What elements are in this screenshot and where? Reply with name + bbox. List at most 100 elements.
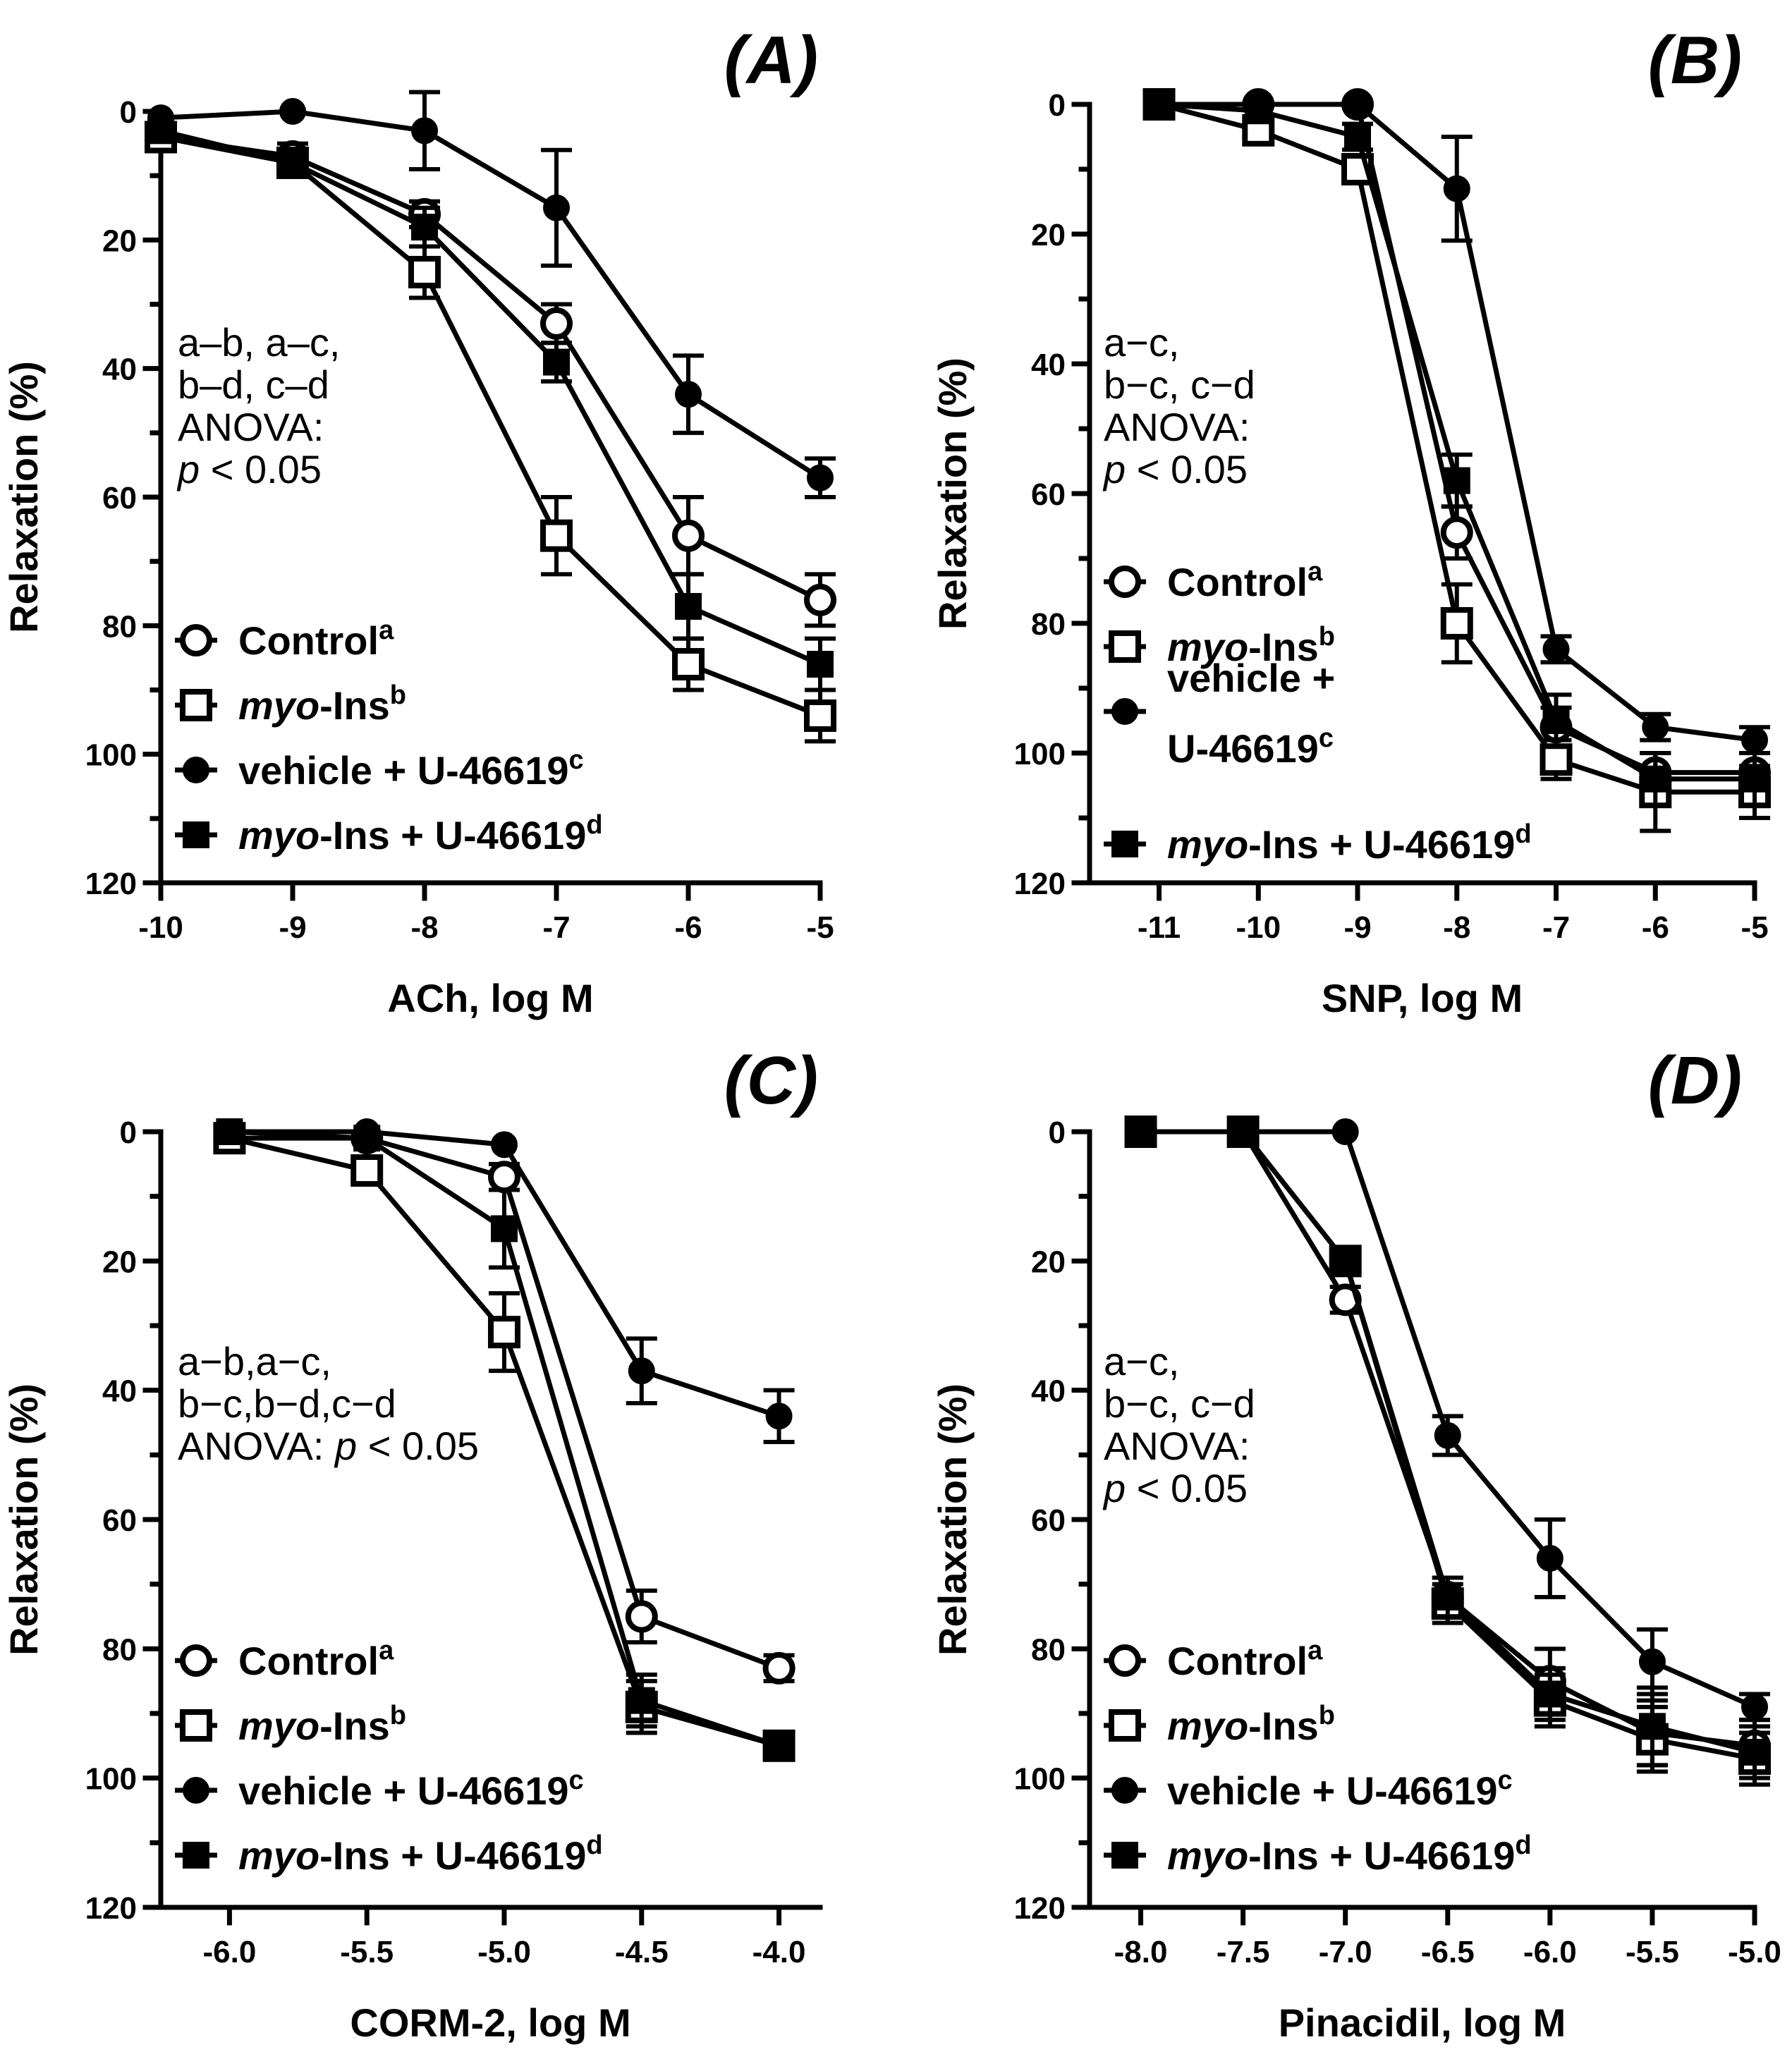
x-axis-title: ACh, log M: [387, 976, 593, 1020]
x-tick-label: -5: [806, 910, 834, 945]
x-tick-label: -7: [1542, 910, 1570, 945]
legend-item-vehicle-u46619: vehicle + U-46619c: [1104, 656, 1335, 771]
legend-marker: [1109, 566, 1141, 598]
data-point: [765, 1402, 793, 1430]
x-tick-label: -9: [1343, 910, 1371, 945]
stats-annotation: a–b, a–c, b–d, c–d ANOVA: p < 0.05: [176, 320, 340, 491]
x-tick-label: -7.0: [1319, 1935, 1372, 1969]
data-point: [765, 1732, 793, 1759]
y-tick-label: 0: [120, 95, 137, 130]
y-tick-label: 0: [120, 1115, 137, 1150]
data-point: [1145, 91, 1173, 118]
legend: Controla myo-Insb vehicle + U-46619c myo-In…: [1104, 1636, 1532, 1878]
panel-letter: (D): [1648, 1043, 1742, 1118]
data-point: [1741, 1739, 1768, 1766]
y-tick-label: 0: [1049, 1115, 1066, 1150]
x-axis-title: SNP, log M: [1322, 976, 1523, 1020]
data-point: [628, 1357, 655, 1385]
legend-item-myo-ins: myo-Insb: [1104, 622, 1335, 669]
x-tick-label: -8.0: [1114, 1935, 1168, 1969]
series-line-control: [160, 135, 822, 603]
x-tick-label: -4.5: [615, 1935, 669, 1969]
legend-marker: [183, 757, 209, 783]
legend-marker: [1111, 1777, 1138, 1804]
data-point: [1638, 1713, 1666, 1740]
data-point: [807, 464, 834, 491]
y-tick-label: 120: [85, 1891, 137, 1926]
legend-label: vehicle + U-46619c: [1167, 656, 1335, 771]
x-tick-label: -9: [279, 910, 306, 945]
legend-item-myo-ins-u46619: myo-Ins + U-46619d: [1104, 1830, 1532, 1878]
legend-label: myo-Ins + U-46619d: [1167, 1830, 1532, 1878]
x-tick-label: -6: [674, 910, 702, 945]
panel-letter: (A): [724, 23, 818, 98]
data-point: [1127, 1118, 1154, 1145]
stats-annotation: a−c, b−c, c−d ANOVA: p < 0.05: [1102, 1339, 1255, 1510]
legend-item-myo-ins: myo-Insb: [175, 1701, 406, 1748]
x-tick-label: -8: [410, 910, 438, 945]
legend-label: myo-Ins + U-46619d: [238, 810, 603, 857]
data-point: [1536, 1545, 1564, 1572]
data-point: [411, 214, 438, 241]
legend-marker: [183, 1842, 209, 1869]
legend-marker: [180, 689, 212, 721]
y-tick-label: 20: [102, 224, 137, 258]
data-point: [543, 194, 570, 221]
y-tick-label: 60: [1031, 1503, 1066, 1538]
legend-item-myo-ins-u46619: myo-Ins + U-46619d: [1104, 819, 1532, 867]
legend-label: Controla: [1167, 557, 1323, 604]
series-line-myo-ins-u46619: [160, 128, 822, 667]
y-tick-label: 40: [1031, 348, 1066, 382]
data-point: [487, 1161, 520, 1194]
data-point: [1741, 1693, 1768, 1720]
legend-item-control: Controla: [1104, 557, 1323, 604]
data-point: [1434, 1584, 1461, 1610]
data-point: [543, 348, 570, 376]
x-tick-label: -6.5: [1421, 1935, 1475, 1969]
legend-marker: [1111, 698, 1138, 725]
data-point: [1741, 726, 1768, 754]
data-point: [1443, 467, 1470, 494]
legend-item-myo-ins: myo-Insb: [1104, 1701, 1335, 1748]
data-point: [490, 1131, 518, 1159]
series-vehicle-u46619: [147, 90, 836, 499]
data-point: [762, 1651, 796, 1685]
y-tick-label: 20: [102, 1245, 137, 1279]
y-tick-label: 120: [85, 867, 137, 901]
legend-label: Controla: [1167, 1636, 1323, 1683]
data-point: [1542, 707, 1570, 734]
legend: Controla myo-Insb vehicle + U-46619c myo-In…: [175, 616, 603, 857]
y-tick-label: 0: [1049, 88, 1066, 123]
y-tick-label: 60: [102, 481, 137, 515]
data-point: [1331, 1118, 1359, 1145]
data-point: [1344, 91, 1372, 118]
data-point: [675, 592, 702, 620]
x-tick-label: -6.0: [202, 1935, 256, 1969]
legend-marker: [183, 1777, 209, 1804]
legend-marker: [1109, 630, 1141, 663]
legend-label: myo-Insb: [1167, 1701, 1335, 1748]
legend-label: Controla: [238, 616, 394, 663]
panel-b: 0 20 40 60 80 100 120 -11 -10 -9 -8 -7 -6 -5 SNP, log …: [930, 23, 1771, 1020]
legend-label: vehicle + U-46619c: [1167, 1766, 1513, 1813]
x-tick-label: -7: [542, 910, 570, 945]
legend-item-myo-ins: myo-Insb: [175, 680, 406, 728]
data-point: [1540, 743, 1573, 776]
data-point: [628, 1687, 655, 1714]
data-point: [490, 1215, 518, 1242]
data-point: [1434, 1422, 1461, 1449]
x-tick-label: -8: [1443, 910, 1470, 945]
x-tick-label: -7.5: [1217, 1935, 1270, 1969]
legend-marker: [180, 1709, 212, 1742]
y-tick-label: 60: [1031, 477, 1066, 512]
data-point: [1440, 607, 1473, 640]
legend-label: Controla: [238, 1636, 394, 1683]
data-point: [540, 519, 573, 552]
x-tick-label: -10: [138, 910, 183, 945]
legend-item-control: Controla: [175, 616, 394, 663]
x-tick-label: -5.5: [340, 1935, 394, 1969]
data-point: [807, 651, 834, 678]
data-point: [351, 1154, 384, 1187]
y-tick-label: 80: [1031, 607, 1066, 642]
y-tick-label: 20: [1031, 218, 1066, 252]
